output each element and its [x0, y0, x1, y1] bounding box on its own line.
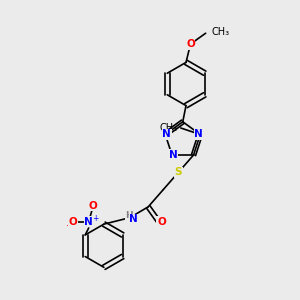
Text: N: N [162, 130, 171, 140]
Text: +: + [92, 214, 98, 224]
Text: S: S [175, 167, 182, 177]
Text: O: O [186, 39, 195, 49]
Text: N: N [129, 214, 138, 224]
Text: CH₃: CH₃ [211, 27, 229, 37]
Text: O: O [157, 217, 166, 227]
Text: N: N [169, 150, 178, 160]
Text: −: − [65, 220, 73, 229]
Text: O: O [69, 217, 78, 227]
Text: CH₃: CH₃ [159, 123, 177, 133]
Text: H: H [125, 211, 133, 220]
Text: N: N [194, 130, 203, 140]
Text: N: N [84, 217, 93, 227]
Text: O: O [89, 201, 98, 211]
